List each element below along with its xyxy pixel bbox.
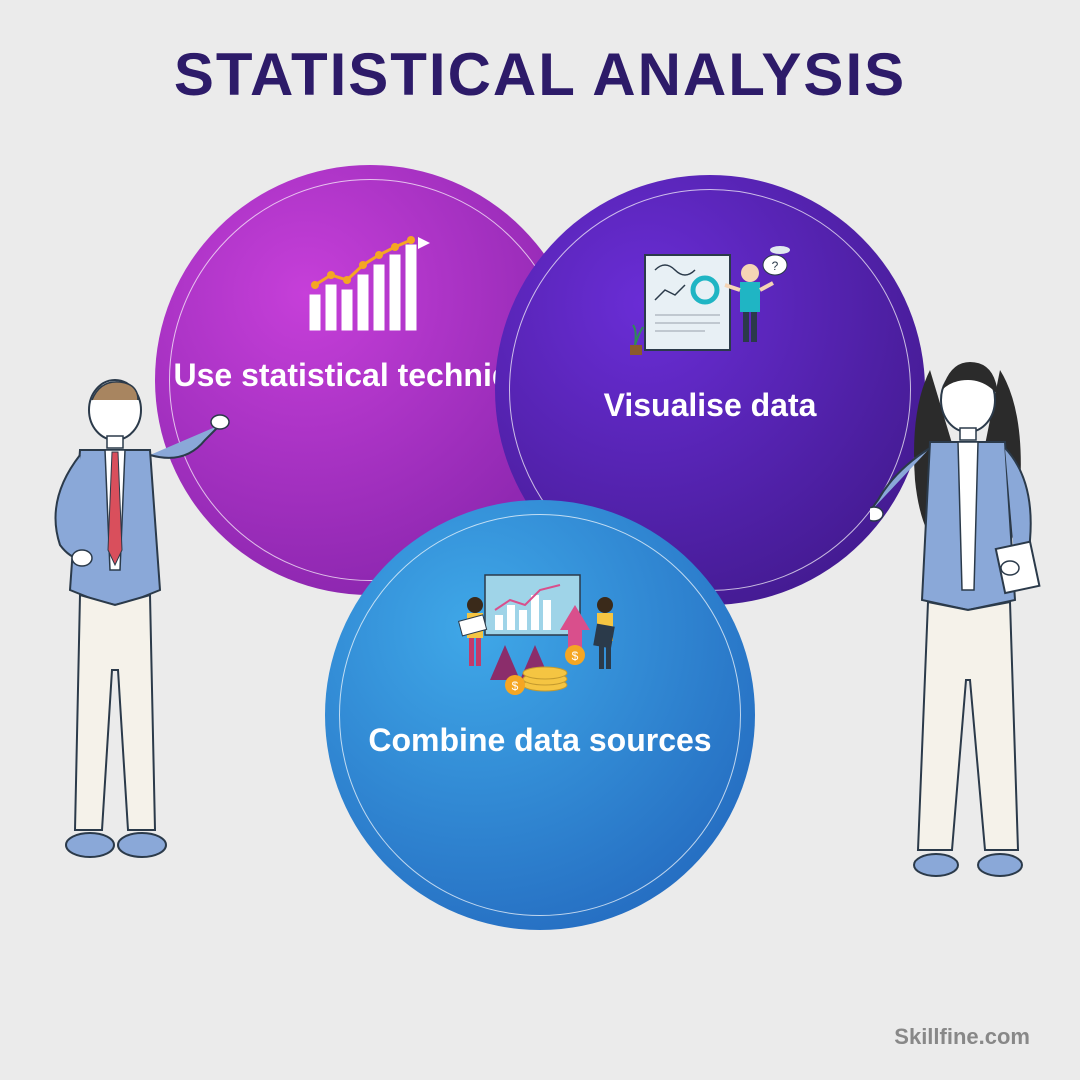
page-title: STATISTICAL ANALYSIS (0, 40, 1080, 109)
businesswoman-illustration (870, 350, 1065, 895)
businessman-illustration (20, 370, 230, 875)
footer-credit: Skillfine.com (894, 1024, 1030, 1050)
circle-combine-data: $ $ Combine data sources (325, 500, 755, 930)
circle-ring (339, 514, 741, 916)
